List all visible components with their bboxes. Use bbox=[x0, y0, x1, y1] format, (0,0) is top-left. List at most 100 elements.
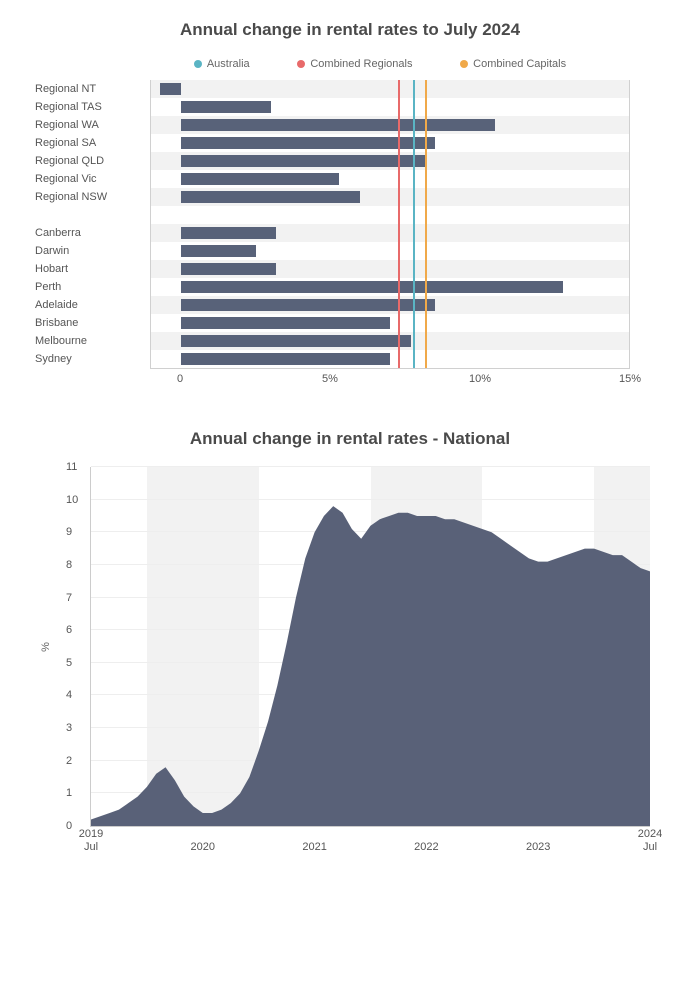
y-tick: 3 bbox=[66, 722, 72, 734]
bar-fill bbox=[181, 281, 563, 293]
reference-line bbox=[413, 80, 415, 368]
area-chart: Annual change in rental rates - National… bbox=[30, 429, 670, 827]
bar-label: Perth bbox=[31, 278, 146, 296]
y-tick: 8 bbox=[66, 559, 72, 571]
y-tick: 6 bbox=[66, 624, 72, 636]
legend-item: Australia bbox=[194, 58, 250, 70]
bar-row bbox=[151, 206, 629, 224]
area-chart-title: Annual change in rental rates - National bbox=[30, 429, 670, 449]
legend-item: Combined Regionals bbox=[297, 58, 412, 70]
bar-row: Brisbane bbox=[151, 314, 629, 332]
legend-dot bbox=[297, 60, 305, 68]
bar-label: Regional NSW bbox=[31, 188, 146, 206]
reference-line bbox=[398, 80, 400, 368]
area-y-label: % bbox=[40, 642, 52, 652]
bar-fill bbox=[181, 137, 435, 149]
x-tick: 2021 bbox=[302, 841, 326, 854]
x-tick: 0 bbox=[177, 373, 183, 385]
y-tick: 7 bbox=[66, 592, 72, 604]
bar-row: Perth bbox=[151, 278, 629, 296]
bar-row: Canberra bbox=[151, 224, 629, 242]
bar-label: Regional WA bbox=[31, 116, 146, 134]
bar-label: Regional QLD bbox=[31, 152, 146, 170]
x-tick: 15% bbox=[619, 373, 641, 385]
bar-track bbox=[151, 314, 629, 332]
legend-dot bbox=[194, 60, 202, 68]
y-tick: 11 bbox=[66, 461, 77, 473]
bar-fill bbox=[160, 83, 181, 95]
bar-row: Melbourne bbox=[151, 332, 629, 350]
bar-fill bbox=[181, 335, 411, 347]
area-fill bbox=[91, 467, 650, 826]
bar-track bbox=[151, 242, 629, 260]
bar-track bbox=[151, 116, 629, 134]
bar-track bbox=[151, 98, 629, 116]
bar-chart-title: Annual change in rental rates to July 20… bbox=[30, 20, 670, 40]
legend-label: Combined Capitals bbox=[473, 58, 566, 70]
bar-fill bbox=[181, 101, 271, 113]
y-tick: 4 bbox=[66, 689, 72, 701]
area-path bbox=[91, 506, 650, 826]
bar-track bbox=[151, 134, 629, 152]
y-tick: 2 bbox=[66, 755, 72, 767]
bar-track bbox=[151, 350, 629, 368]
bar-fill bbox=[181, 299, 435, 311]
bar-fill bbox=[181, 263, 277, 275]
bar-label: Regional TAS bbox=[31, 98, 146, 116]
bar-chart: Annual change in rental rates to July 20… bbox=[30, 20, 670, 389]
bar-track bbox=[151, 80, 629, 98]
bar-plot-area: Regional NTRegional TASRegional WARegion… bbox=[150, 80, 630, 369]
bar-fill bbox=[181, 173, 339, 185]
bar-row: Regional Vic bbox=[151, 170, 629, 188]
y-tick: 10 bbox=[66, 494, 78, 506]
bar-row: Regional NT bbox=[151, 80, 629, 98]
legend-item: Combined Capitals bbox=[460, 58, 566, 70]
reference-line bbox=[425, 80, 427, 368]
bar-fill bbox=[181, 191, 360, 203]
y-tick: 1 bbox=[66, 787, 72, 799]
bar-label: Darwin bbox=[31, 242, 146, 260]
legend-label: Australia bbox=[207, 58, 250, 70]
legend-dot bbox=[460, 60, 468, 68]
x-tick: 2022 bbox=[414, 841, 438, 854]
bar-label: Adelaide bbox=[31, 296, 146, 314]
bar-track bbox=[151, 260, 629, 278]
bar-fill bbox=[181, 227, 277, 239]
bar-track bbox=[151, 152, 629, 170]
bar-row: Darwin bbox=[151, 242, 629, 260]
x-tick: 2019Jul bbox=[79, 828, 103, 854]
area-plot-area: % 012345678910112019Jul20202021202220232… bbox=[90, 467, 650, 827]
bar-row: Regional WA bbox=[151, 116, 629, 134]
x-tick: 2023 bbox=[526, 841, 550, 854]
bar-fill bbox=[181, 155, 426, 167]
bar-track bbox=[151, 206, 629, 224]
bar-track bbox=[151, 170, 629, 188]
bar-row: Regional QLD bbox=[151, 152, 629, 170]
x-tick: 10% bbox=[469, 373, 491, 385]
bar-track bbox=[151, 296, 629, 314]
y-tick: 5 bbox=[66, 657, 72, 669]
bar-row: Regional SA bbox=[151, 134, 629, 152]
x-tick: 5% bbox=[322, 373, 338, 385]
x-tick: 2024Jul bbox=[638, 828, 662, 854]
y-tick: 0 bbox=[66, 820, 72, 832]
bar-label: Canberra bbox=[31, 224, 146, 242]
bar-track bbox=[151, 188, 629, 206]
bar-track bbox=[151, 224, 629, 242]
bar-track bbox=[151, 332, 629, 350]
bar-chart-legend: Australia Combined Regionals Combined Capi… bbox=[30, 58, 670, 80]
legend-label: Combined Regionals bbox=[310, 58, 412, 70]
bar-label: Brisbane bbox=[31, 314, 146, 332]
bar-label: Regional NT bbox=[31, 80, 146, 98]
bar-track bbox=[151, 278, 629, 296]
x-tick: 2020 bbox=[191, 841, 215, 854]
bar-fill bbox=[181, 353, 390, 365]
bar-fill bbox=[181, 245, 256, 257]
y-tick: 9 bbox=[66, 526, 72, 538]
bar-fill bbox=[181, 317, 390, 329]
bar-fill bbox=[181, 119, 495, 131]
bar-label: Hobart bbox=[31, 260, 146, 278]
bar-label: Melbourne bbox=[31, 332, 146, 350]
bar-x-axis: 05%10%15% bbox=[150, 369, 630, 389]
bar-row: Sydney bbox=[151, 350, 629, 368]
